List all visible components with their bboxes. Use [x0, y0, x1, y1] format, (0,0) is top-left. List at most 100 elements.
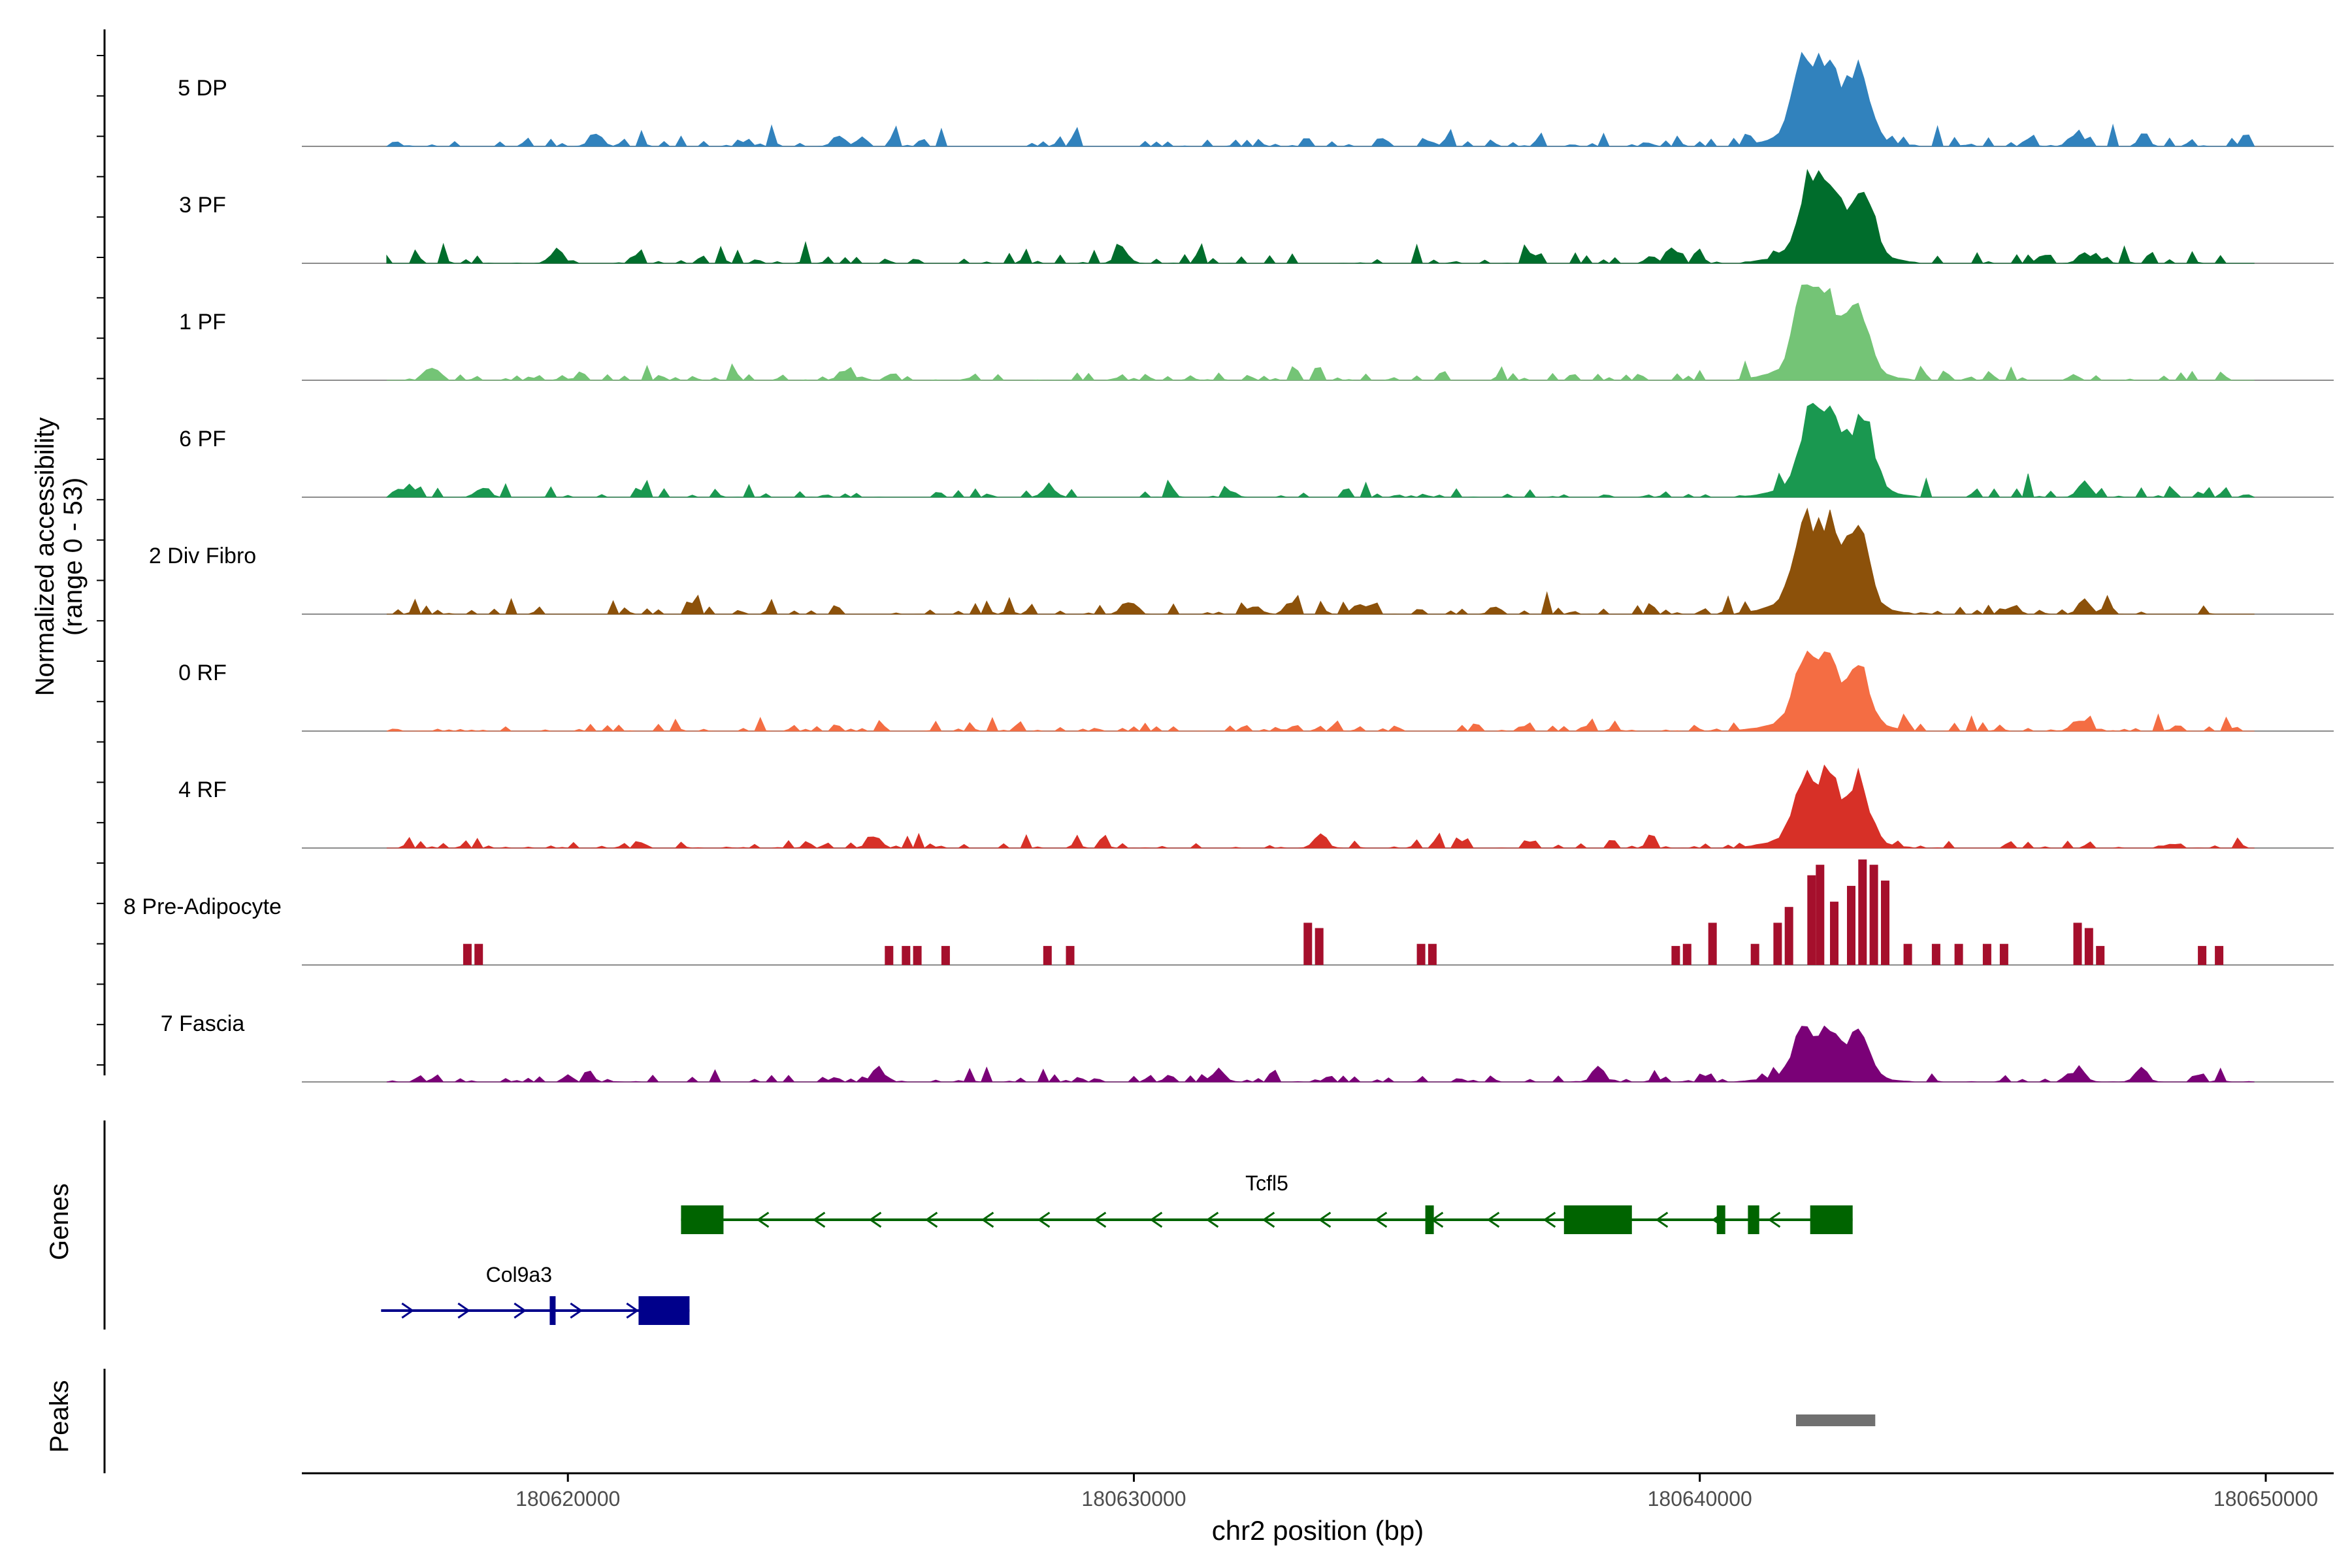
- coverage-block: [1807, 875, 1816, 965]
- track-label: 3 PF: [179, 193, 226, 218]
- strand-chevron: [981, 1211, 994, 1228]
- gene-name-label: Col9a3: [486, 1263, 552, 1286]
- strand-chevron: [1205, 1211, 1219, 1228]
- coverage-block: [2198, 945, 2207, 965]
- gene-tcfl5: Tcfl5: [681, 1171, 1853, 1234]
- gene-exon: [549, 1296, 556, 1325]
- coverage-tracks: 5 DP 3 PF 1 PF 6 PF 2 Div Fibro 0 RF 4 RF 8 Pre…: [123, 52, 2334, 1083]
- coverage-area: [385, 402, 2255, 498]
- x-axis-title: chr2 position (bp): [1212, 1515, 1424, 1546]
- coverage-block: [1773, 923, 1782, 965]
- coverage-block: [1303, 923, 1313, 965]
- strand-chevron: [1655, 1211, 1669, 1228]
- strand-chevron: [1149, 1211, 1163, 1228]
- coverage-block: [463, 943, 472, 965]
- coverage-block: [913, 945, 922, 965]
- track-label: 5 DP: [178, 76, 227, 101]
- gene-name-label: Tcfl5: [1245, 1171, 1288, 1195]
- coverage-block: [2215, 945, 2224, 965]
- strand-chevron: [1374, 1211, 1388, 1228]
- gene-exon: [1748, 1205, 1759, 1234]
- strand-chevron: [868, 1211, 882, 1228]
- track-label: 1 PF: [179, 310, 226, 335]
- x-tick-label: 180650000: [2213, 1487, 2318, 1511]
- strand-chevron: [812, 1211, 826, 1228]
- coverage-block: [1999, 943, 2008, 965]
- coverage-block: [1066, 945, 1075, 965]
- coverage-block: [1682, 943, 1691, 965]
- track-label: 8 Pre-Adipocyte: [123, 894, 282, 919]
- strand-chevron: [1318, 1211, 1331, 1228]
- coverage-block: [1830, 902, 1838, 965]
- strand-chevron: [1543, 1211, 1556, 1228]
- y-axis-range: (range 0 - 53): [59, 478, 88, 636]
- gene-exon: [1425, 1205, 1434, 1234]
- coverage-block: [1847, 885, 1855, 965]
- y-axis-title: Normalized accessibility: [31, 417, 59, 696]
- strand-chevron: [1093, 1211, 1107, 1228]
- track-6-pf: 6 PF: [179, 402, 2334, 498]
- peaks-label: Peaks: [45, 1380, 74, 1452]
- coverage-block: [2073, 923, 2082, 965]
- strand-chevron: [570, 1302, 583, 1319]
- gene-col9a3: Col9a3: [381, 1263, 690, 1325]
- coverage-area: [386, 764, 2255, 849]
- genes-label: Genes: [45, 1183, 74, 1260]
- track-label: 0 RF: [178, 661, 227, 685]
- strand-chevron: [514, 1302, 527, 1319]
- track-label: 7 Fascia: [161, 1011, 245, 1036]
- coverage-block: [1416, 943, 1426, 965]
- coverage-block: [1982, 943, 1991, 965]
- coverage-block: [1881, 880, 1889, 965]
- coverage-block: [1750, 943, 1759, 965]
- coverage-block: [1784, 907, 1793, 965]
- coverage-block: [941, 945, 950, 965]
- track-1-pf: 1 PF: [179, 284, 2334, 381]
- coverage-block: [1869, 864, 1878, 965]
- gene-exon: [681, 1205, 724, 1234]
- track-8-pre-adipocyte: 8 Pre-Adipocyte: [123, 859, 2334, 966]
- strand-chevron: [401, 1302, 414, 1319]
- strand-chevron: [1486, 1211, 1500, 1228]
- coverage-block: [1903, 943, 1912, 965]
- coverage-area: [385, 52, 2255, 147]
- strand-chevron: [457, 1302, 470, 1319]
- x-tick-label: 180630000: [1081, 1487, 1186, 1511]
- coverage-block: [2084, 928, 2093, 965]
- track-7-fascia: 7 Fascia: [161, 1011, 2334, 1083]
- coverage-block: [1428, 943, 1437, 965]
- coverage-area: [386, 507, 2255, 615]
- coverage-block: [2096, 945, 2105, 965]
- track-label: 4 RF: [178, 777, 227, 802]
- coverage-block: [1671, 945, 1680, 965]
- x-tick-label: 180640000: [1648, 1487, 1752, 1511]
- coverage-area: [386, 284, 2255, 381]
- gene-exon: [1716, 1205, 1725, 1234]
- track-5-dp: 5 DP: [178, 52, 2334, 147]
- coverage-area: [386, 650, 2255, 732]
- coverage-area: [386, 1025, 2255, 1083]
- strand-chevron: [1262, 1211, 1275, 1228]
- genes-panel: Genes Tcfl5 Col9a3: [45, 1120, 1853, 1330]
- strand-chevron: [1037, 1211, 1051, 1228]
- peak-region: [1796, 1414, 1876, 1426]
- coverage-block: [902, 945, 911, 965]
- coverage-block: [474, 943, 483, 965]
- track-4-rf: 4 RF: [178, 764, 2334, 849]
- track-label: 6 PF: [179, 427, 226, 451]
- track-label: 2 Div Fibro: [149, 544, 256, 568]
- gene-exon: [1810, 1205, 1853, 1234]
- strand-chevron: [1767, 1211, 1781, 1228]
- coverage-block: [1954, 943, 1963, 965]
- coverage-block: [1858, 859, 1867, 965]
- coverage-block: [1043, 945, 1052, 965]
- gene-exon: [1563, 1205, 1632, 1234]
- coverage-block: [1816, 864, 1825, 965]
- strand-chevron: [626, 1302, 639, 1319]
- strand-chevron: [924, 1211, 938, 1228]
- y-axis-label: Normalized accessibility (range 0 - 53): [31, 417, 88, 696]
- coverage-area: [386, 169, 2255, 264]
- strand-chevron: [756, 1211, 770, 1228]
- coverage-block: [1315, 928, 1324, 965]
